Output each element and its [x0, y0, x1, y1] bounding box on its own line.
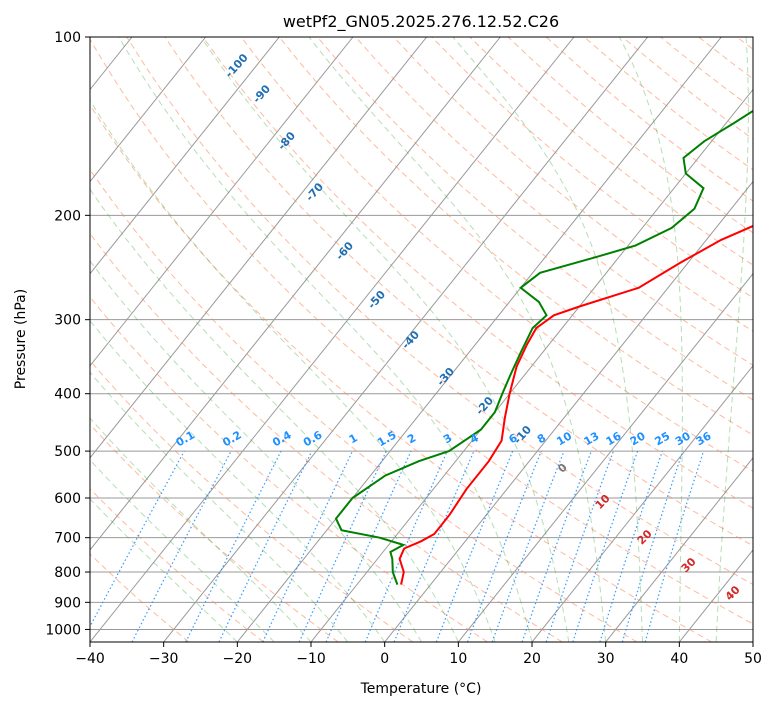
- x-axis-label: Temperature (°C): [360, 681, 482, 697]
- x-tick-label: −40: [75, 651, 105, 667]
- dry-adiabat-line: [202, 37, 753, 509]
- moist-adiabat-line: [118, 37, 533, 642]
- isotherm-line: [384, 180, 753, 642]
- mixing-ratio-line: [466, 450, 542, 642]
- moist-adiabat-line: [618, 37, 683, 642]
- moist-adiabat-line: [308, 37, 607, 642]
- moist-adiabat-line: [90, 320, 386, 642]
- x-tick-label: 0: [380, 651, 389, 667]
- dry-adiabat-line: [90, 38, 753, 625]
- moist-adiabat-line: [715, 37, 749, 642]
- mixing-ratio-line: [393, 450, 475, 642]
- mixing-ratio-line: [185, 450, 282, 642]
- isotherm-line: [605, 457, 753, 642]
- dry-adiabat-line: [126, 37, 753, 586]
- temperature-profile-line: [398, 224, 753, 585]
- y-tick-label: 600: [54, 491, 81, 507]
- dry-adiabat-line: [164, 37, 753, 547]
- mixing-ratio-line: [90, 450, 185, 628]
- y-axis-label: Pressure (hPa): [13, 289, 29, 389]
- mixing-ratio-line: [491, 450, 565, 642]
- isotherm-line: [531, 364, 753, 642]
- y-tick-label: 700: [54, 531, 81, 547]
- y-tick-label: 1000: [45, 622, 81, 638]
- mixing-ratio-line: [435, 450, 514, 642]
- mixing-ratio-line: [325, 450, 412, 642]
- y-tick-label: 100: [54, 30, 81, 46]
- moist-adiabat-line: [90, 188, 459, 642]
- x-tick-label: 20: [523, 651, 541, 667]
- y-tick-label: 200: [54, 208, 81, 224]
- x-tick-label: −20: [223, 651, 253, 667]
- x-axis: −40 −30 −20 −10 0 10 20 30 40 50: [75, 642, 762, 667]
- mixing-ratio-line: [621, 450, 684, 642]
- x-tick-label: 10: [449, 651, 467, 667]
- dry-adiabat-line: [90, 359, 414, 642]
- isotherm-line: [90, 37, 428, 459]
- dry-adiabat-line: [90, 553, 190, 642]
- dry-adiabat-line: [317, 37, 753, 401]
- dry-adiabat-line: [90, 296, 488, 642]
- moist-adiabat-line: [90, 260, 422, 642]
- x-tick-label: −30: [149, 651, 179, 667]
- isotherm-line: [163, 37, 649, 642]
- isotherm-line: [90, 37, 501, 551]
- dry-adiabat-line: [90, 104, 712, 642]
- mixing-ratio-line: [599, 450, 663, 642]
- plot-frame: [89, 36, 754, 643]
- moist-adiabat-line: [452, 37, 643, 642]
- mixing-ratio-line: [521, 450, 592, 642]
- y-tick-label: 800: [54, 565, 81, 581]
- y-tick-label: 500: [54, 444, 81, 460]
- isotherm-line: [90, 37, 354, 367]
- x-tick-label: 30: [597, 651, 615, 667]
- x-tick-label: −10: [296, 651, 326, 667]
- isotherm-line: [236, 37, 722, 642]
- moist-adiabat-line: [90, 498, 238, 642]
- mixing-ratio-line: [572, 450, 639, 642]
- dry-adiabat-line: [393, 37, 753, 332]
- moist-adiabat-line: [90, 99, 496, 642]
- isotherm-line: [90, 37, 207, 183]
- dry-adiabat-line: [90, 423, 339, 642]
- isotherm-line: [90, 37, 575, 642]
- mixing-ratio-line: [545, 450, 614, 642]
- dewpoint-profile-line: [334, 109, 753, 585]
- dry-adiabat-line: [278, 37, 753, 436]
- mixing-ratio-line: [364, 450, 448, 642]
- x-tick-label: 40: [670, 651, 688, 667]
- isotherm-line: [457, 272, 753, 642]
- plot-area: [90, 37, 753, 642]
- x-tick-label: 50: [744, 651, 762, 667]
- moist-adiabat-line: [90, 459, 275, 642]
- y-tick-label: 900: [54, 595, 81, 611]
- dry-adiabat-line: [90, 232, 563, 642]
- y-axis: 100 200 300 400 500 600 700 800 900 1000: [45, 30, 90, 638]
- dry-adiabat-line: [90, 168, 638, 642]
- moist-adiabat-line: [90, 371, 349, 642]
- y-tick-label: 400: [54, 387, 81, 403]
- y-tick-label: 300: [54, 313, 81, 329]
- moist-adiabat-line: [200, 37, 570, 642]
- mixing-ratio-line: [644, 450, 705, 642]
- isotherm-line: [90, 37, 280, 275]
- dry-adiabat-line: [355, 37, 753, 366]
- chart-title: wetPf2_GN05.2025.276.12.52.C26: [283, 12, 559, 32]
